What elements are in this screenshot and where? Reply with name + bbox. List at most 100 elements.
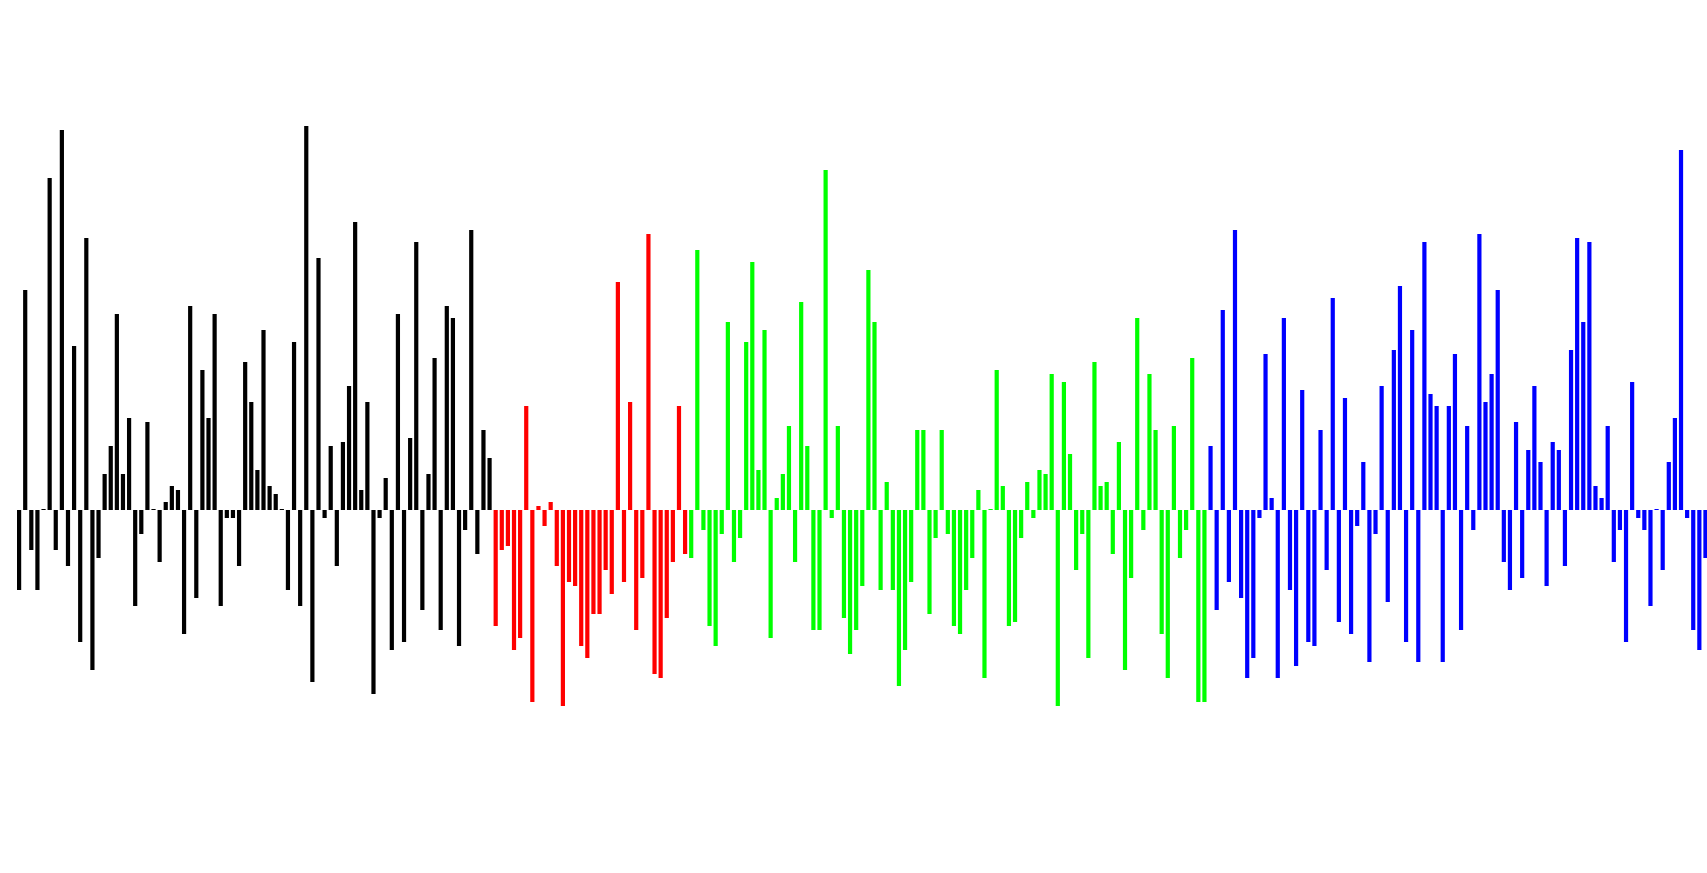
bar-series-4-3 bbox=[1220, 310, 1225, 510]
bar-series-2-31 bbox=[676, 406, 682, 510]
bar-series-3-66 bbox=[1086, 510, 1091, 658]
bar-series-1-23 bbox=[151, 509, 156, 510]
bar-series-3-4 bbox=[707, 510, 712, 626]
bar-series-3-39 bbox=[921, 430, 926, 510]
bar-series-4-35 bbox=[1416, 510, 1421, 662]
bar-series-2-32 bbox=[682, 510, 688, 554]
bar-series-3-43 bbox=[945, 510, 950, 534]
bar-series-4-73 bbox=[1648, 510, 1653, 606]
bar-series-1-32 bbox=[206, 418, 211, 510]
bar-series-4-6 bbox=[1239, 510, 1244, 598]
bar-series-2-29 bbox=[664, 510, 669, 618]
bar-series-3-80 bbox=[1171, 426, 1176, 510]
bar-series-4-64 bbox=[1593, 486, 1598, 510]
bars-layer bbox=[17, 126, 1707, 706]
bar-series-4-72 bbox=[1642, 510, 1647, 530]
bar-series-2-14 bbox=[573, 510, 578, 586]
bar-series-1-53 bbox=[334, 510, 339, 566]
bar-series-1-42 bbox=[267, 486, 272, 510]
bar-series-3-27 bbox=[847, 510, 853, 654]
bar-series-4-57 bbox=[1550, 442, 1555, 510]
bar-series-3-54 bbox=[1012, 510, 1018, 622]
bar-series-4-2 bbox=[1214, 510, 1219, 610]
bar-series-4-76 bbox=[1666, 462, 1671, 510]
bar-series-3-16 bbox=[780, 474, 785, 510]
bar-series-3-14 bbox=[768, 510, 773, 638]
bar-series-2-19 bbox=[603, 510, 608, 570]
bar-series-3-6 bbox=[719, 510, 724, 534]
bar-series-3-51 bbox=[994, 370, 999, 510]
bar-series-4-68 bbox=[1617, 510, 1623, 530]
bar-series-3-12 bbox=[756, 470, 761, 510]
bar-series-1-2 bbox=[23, 290, 28, 510]
bar-series-3-41 bbox=[933, 510, 938, 538]
bar-series-2-1 bbox=[493, 510, 498, 626]
bar-series-1-29 bbox=[188, 306, 193, 510]
bar-series-1-52 bbox=[328, 446, 333, 510]
bar-series-3-85 bbox=[1202, 510, 1207, 702]
bar-series-3-34 bbox=[890, 510, 895, 590]
bar-series-4-52 bbox=[1520, 510, 1525, 578]
bar-series-4-40 bbox=[1446, 406, 1451, 510]
bar-series-3-46 bbox=[964, 510, 969, 590]
bar-series-2-23 bbox=[628, 402, 633, 510]
bar-series-4-28 bbox=[1373, 510, 1378, 534]
bar-series-4-7 bbox=[1245, 510, 1250, 678]
bar-series-1-28 bbox=[181, 510, 187, 634]
bar-series-3-77 bbox=[1153, 430, 1158, 510]
bar-series-3-37 bbox=[909, 510, 914, 582]
bar-series-3-20 bbox=[805, 446, 810, 510]
bar-series-3-18 bbox=[792, 510, 798, 562]
bar-series-3-1 bbox=[689, 510, 694, 558]
bar-series-4-37 bbox=[1428, 394, 1433, 510]
bar-series-1-36 bbox=[230, 510, 236, 518]
bar-series-1-46 bbox=[291, 342, 297, 510]
bar-series-1-19 bbox=[126, 418, 132, 510]
bar-series-3-10 bbox=[744, 342, 749, 510]
bar-series-1-25 bbox=[163, 502, 168, 510]
bar-series-4-41 bbox=[1452, 354, 1458, 510]
bar-series-4-65 bbox=[1599, 498, 1604, 510]
bar-series-4-29 bbox=[1379, 386, 1384, 510]
bar-series-3-21 bbox=[811, 510, 816, 630]
bar-series-4-18 bbox=[1312, 510, 1317, 646]
bar-series-1-16 bbox=[108, 446, 113, 510]
bar-series-4-25 bbox=[1355, 510, 1360, 526]
bar-series-4-81 bbox=[1697, 510, 1702, 650]
bar-series-2-8 bbox=[536, 506, 541, 510]
bar-series-4-70 bbox=[1630, 382, 1635, 510]
bar-series-4-78 bbox=[1678, 150, 1684, 510]
bar-series-1-5 bbox=[41, 509, 46, 510]
bar-series-2-22 bbox=[621, 510, 627, 582]
bar-series-1-14 bbox=[96, 510, 101, 558]
bar-series-1-70 bbox=[438, 510, 443, 630]
bar-series-1-45 bbox=[285, 510, 291, 590]
bar-series-1-72 bbox=[450, 318, 456, 510]
bar-series-1-65 bbox=[408, 438, 413, 510]
bar-series-3-63 bbox=[1067, 454, 1073, 510]
bar-series-3-61 bbox=[1055, 510, 1060, 706]
bar-series-1-69 bbox=[432, 358, 437, 510]
bar-series-4-14 bbox=[1287, 510, 1293, 590]
bar-series-3-35 bbox=[896, 510, 902, 686]
bar-series-4-48 bbox=[1495, 290, 1500, 510]
bar-series-1-73 bbox=[456, 510, 462, 646]
bar-series-3-72 bbox=[1122, 510, 1128, 670]
bar-series-4-36 bbox=[1422, 242, 1427, 510]
bar-series-1-59 bbox=[371, 510, 376, 694]
bar-series-3-82 bbox=[1184, 510, 1189, 530]
bar-series-3-19 bbox=[799, 302, 804, 510]
bar-series-1-24 bbox=[157, 510, 162, 562]
bar-series-3-3 bbox=[701, 510, 706, 530]
bar-series-1-56 bbox=[353, 222, 358, 510]
bar-series-3-11 bbox=[750, 262, 755, 510]
bar-series-1-6 bbox=[47, 178, 52, 510]
bar-series-1-66 bbox=[414, 242, 419, 510]
bar-series-1-62 bbox=[389, 510, 394, 650]
bar-series-3-53 bbox=[1006, 510, 1012, 626]
bar-series-4-12 bbox=[1275, 510, 1280, 678]
bar-series-3-38 bbox=[915, 430, 920, 510]
bar-series-2-16 bbox=[585, 510, 590, 658]
bar-series-1-55 bbox=[346, 386, 352, 510]
